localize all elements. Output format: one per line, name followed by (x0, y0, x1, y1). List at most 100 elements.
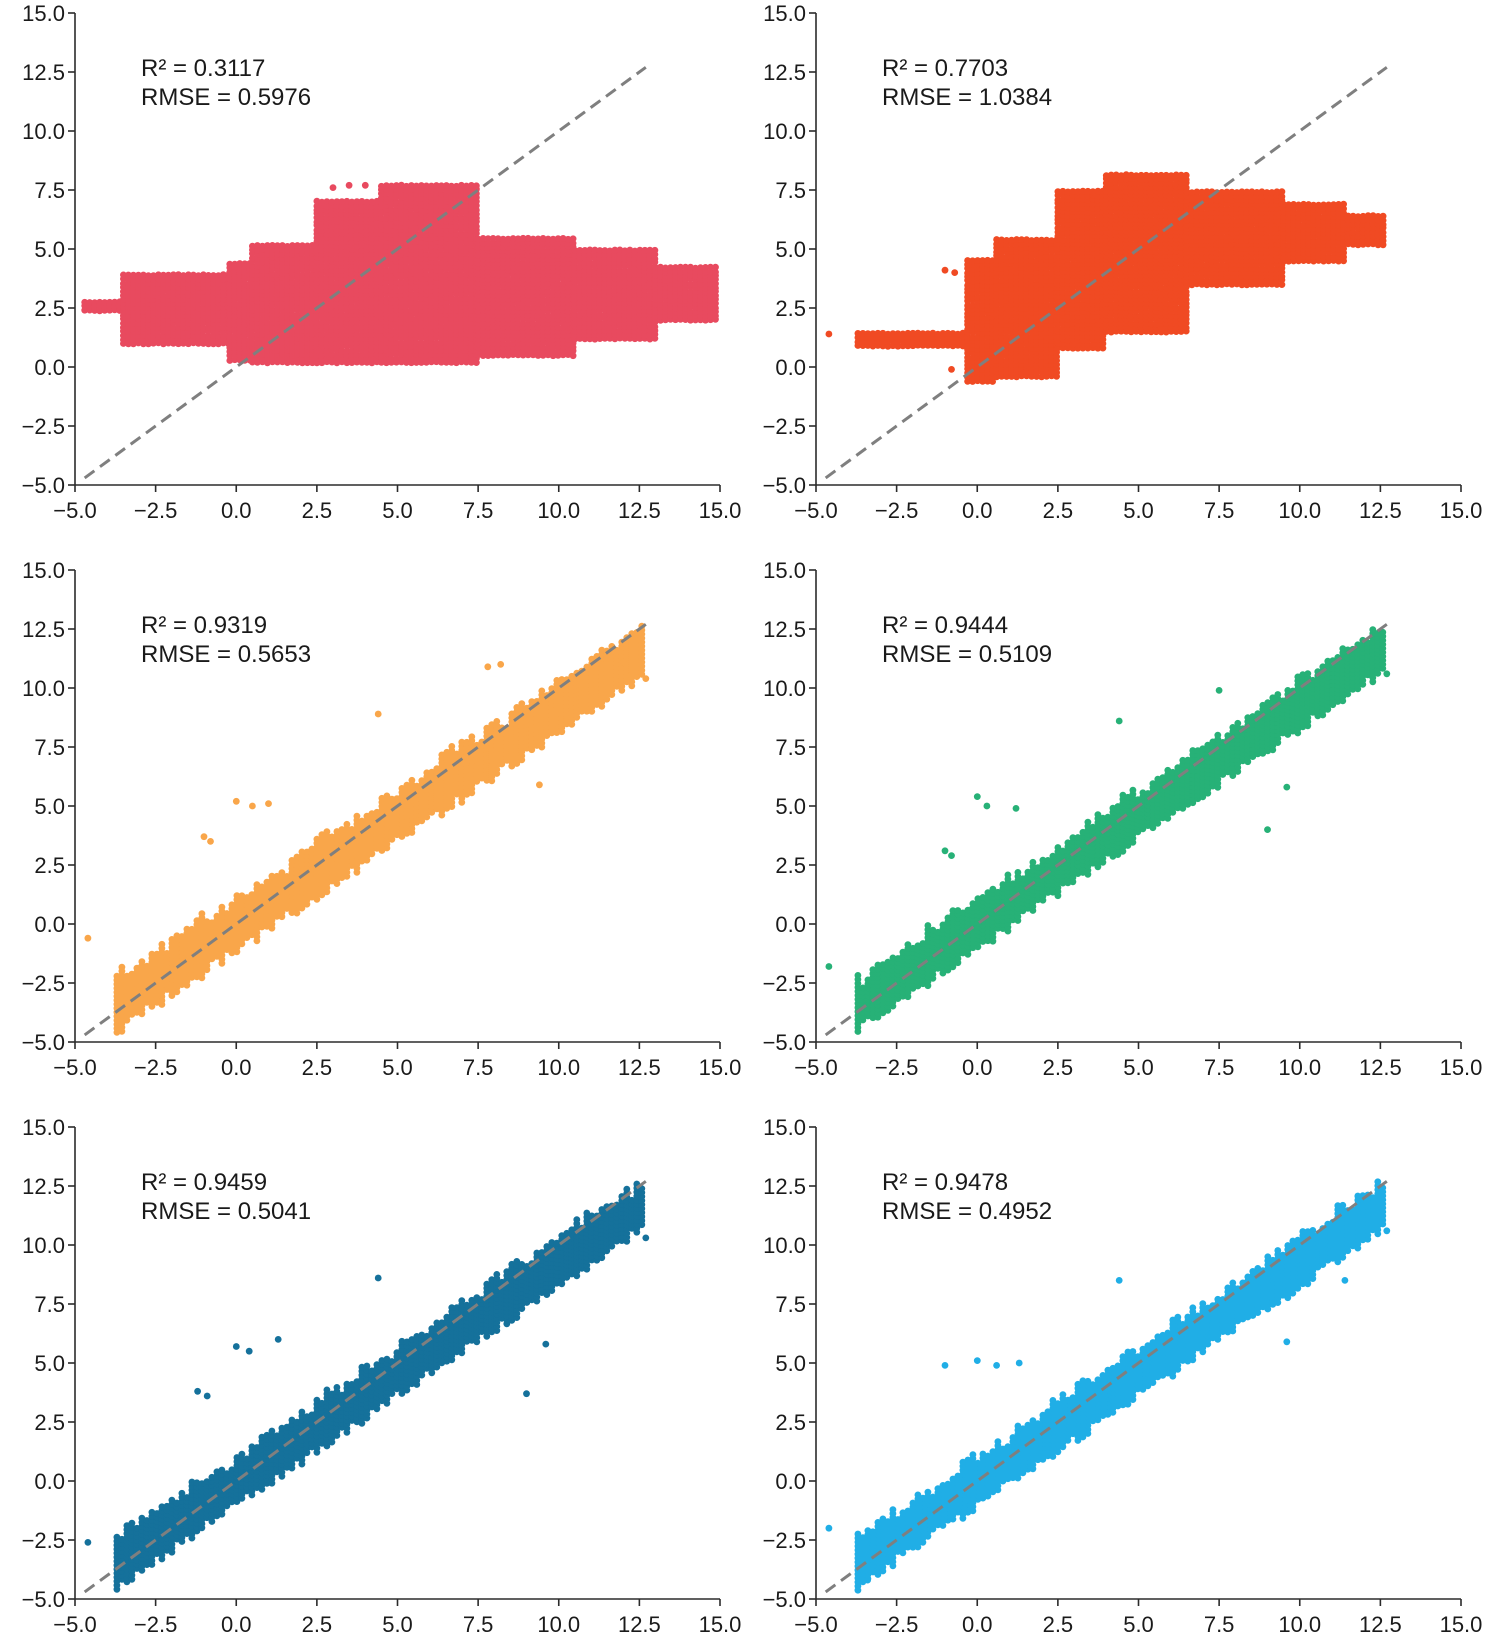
data-point (190, 276, 197, 284)
data-point (241, 280, 249, 288)
data-point (195, 304, 202, 312)
data-point (140, 271, 147, 279)
scatter-points (81, 181, 719, 367)
data-point (210, 272, 217, 279)
x-tick-label: 15.0 (699, 498, 742, 523)
data-point (231, 312, 239, 320)
data-point (155, 332, 162, 340)
data-point (231, 300, 239, 308)
x-tick-label: −2.5 (134, 498, 177, 523)
data-point (226, 357, 234, 364)
rmse-annotation: RMSE = 0.5976 (141, 84, 311, 111)
data-point (170, 271, 177, 279)
data-point (236, 316, 244, 324)
data-point (241, 260, 249, 268)
data-point (106, 298, 114, 306)
data-point (651, 246, 659, 254)
data-point (249, 283, 256, 290)
data-point (185, 271, 192, 279)
data-point (200, 332, 207, 340)
data-point (249, 331, 256, 339)
data-point (345, 181, 353, 189)
x-tick-label: 5.0 (382, 498, 413, 523)
data-point (569, 235, 577, 243)
data-point (175, 271, 182, 279)
data-point (140, 340, 147, 348)
data-point (140, 276, 147, 284)
data-point (190, 271, 197, 279)
data-point (473, 182, 480, 190)
data-point (205, 332, 212, 340)
r2-annotation: R² = 0.3117 (141, 55, 265, 82)
data-point (185, 280, 192, 288)
data-point (249, 254, 256, 262)
data-point (96, 298, 104, 306)
data-point (81, 298, 89, 306)
data-point (249, 291, 256, 298)
data-point (215, 332, 222, 340)
data-point (195, 272, 202, 279)
data-point (170, 288, 177, 295)
data-point (249, 242, 256, 250)
x-tick-label: −5.0 (53, 498, 96, 523)
data-point (190, 296, 197, 303)
data-point (200, 271, 207, 279)
data-point (226, 288, 234, 296)
y-tick-label: 5.0 (34, 237, 65, 262)
data-point (231, 260, 239, 268)
data-point (205, 272, 212, 279)
data-point (135, 271, 142, 279)
data-point (200, 300, 207, 307)
data-point (231, 280, 239, 288)
y-tick-label: 2.5 (34, 296, 65, 321)
data-point (241, 336, 249, 344)
scatter-points (825, 171, 1387, 385)
data-point (165, 271, 172, 279)
data-point (160, 271, 167, 279)
data-point (124, 308, 132, 315)
y-tick-label: 12.5 (22, 60, 65, 85)
data-point (200, 324, 207, 332)
x-tick-label: 10.0 (537, 498, 580, 523)
data-point (150, 272, 157, 279)
y-tick-label: 7.5 (34, 178, 65, 203)
data-point (190, 308, 197, 316)
data-point (226, 304, 234, 312)
subplot-1: −5.0 −2.5 0.0 2.5 5.0 7.5 10.0 12.5 15.0 −5.0 −2.5… (22, 1, 742, 523)
data-point (120, 271, 127, 279)
data-point (91, 299, 99, 307)
y-tick-label: 15.0 (22, 1, 65, 26)
data-point (226, 260, 234, 268)
data-point (155, 316, 162, 324)
data-point (170, 324, 177, 332)
data-point (219, 271, 227, 279)
data-point (150, 308, 157, 316)
data-point (111, 298, 119, 306)
y-tick-label: 0.0 (34, 355, 65, 380)
y-tick-label: −5.0 (22, 473, 65, 498)
data-point (226, 332, 234, 340)
data-point (160, 292, 167, 299)
data-point (180, 272, 187, 279)
data-point (155, 271, 162, 279)
data-point (236, 260, 244, 267)
data-point (86, 299, 94, 306)
x-tick-label: 7.5 (463, 498, 494, 523)
data-point (712, 263, 719, 271)
x-tick-label: 12.5 (618, 498, 661, 523)
data-point (120, 280, 127, 288)
data-point (361, 181, 369, 189)
y-tick-label: −2.5 (22, 414, 65, 439)
data-point (185, 300, 192, 307)
data-point (215, 324, 222, 332)
data-point (135, 304, 142, 311)
data-point (205, 340, 212, 348)
data-point (130, 271, 137, 279)
data-point (175, 308, 182, 316)
data-point (329, 184, 337, 192)
data-point (249, 339, 256, 347)
x-tick-label: 0.0 (221, 498, 252, 523)
subplot-2: −5.0 −2.5 0.0 2.5 5.0 7.5 10.0 12.5 15.0−5.0−2.5… (763, 1, 1483, 523)
data-point (145, 272, 152, 279)
